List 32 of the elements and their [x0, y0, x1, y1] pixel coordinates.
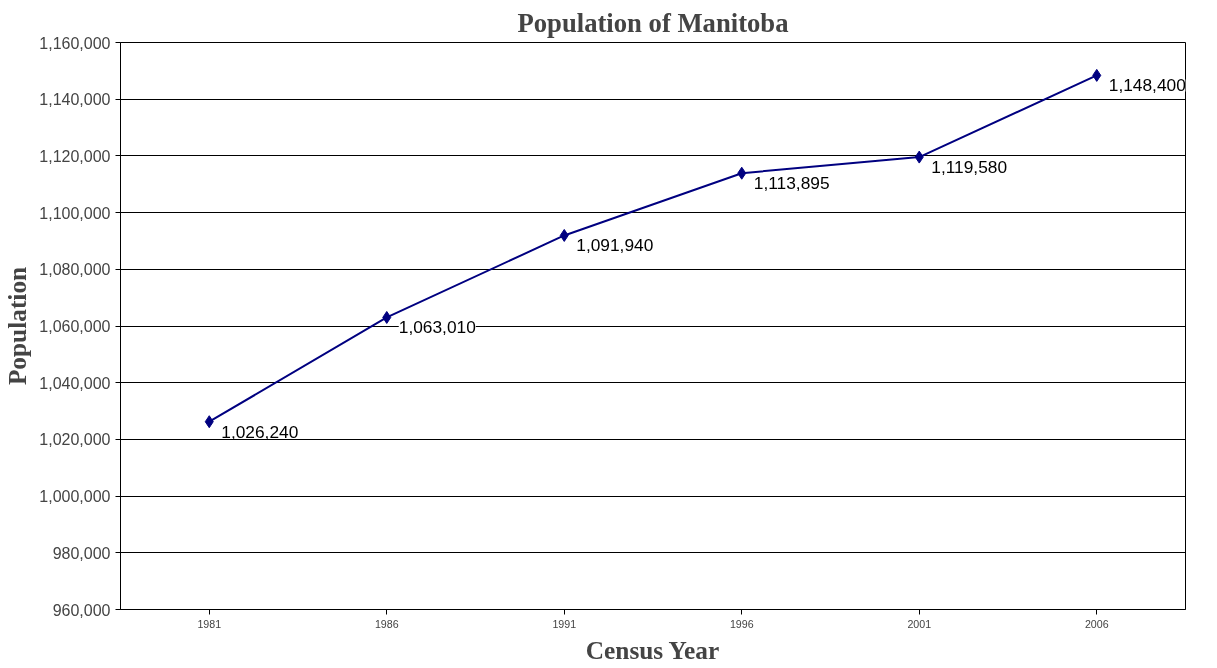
y-tick-label: 1,160,000	[39, 34, 111, 52]
x-tick-label: 1981	[197, 617, 222, 630]
y-tick-label: 1,000,000	[39, 488, 111, 506]
point	[737, 166, 747, 180]
y-tick-label: 1,120,000	[39, 147, 111, 165]
x-tick-label: 1996	[729, 617, 754, 630]
data-label: 1,113,895	[753, 173, 830, 194]
data-label: 1,091,940	[576, 235, 654, 256]
x-tick-label: 1986	[374, 617, 399, 630]
x-tick-label: 2001	[907, 617, 932, 630]
x-axis-title: Census Year	[585, 635, 720, 664]
y-axis-title: Population	[3, 266, 32, 386]
data-label: 1,026,240	[221, 421, 299, 442]
y-tick-label: 1,040,000	[39, 374, 111, 392]
data-label: 1,148,400	[1108, 75, 1186, 96]
y-tick-label: 1,140,000	[39, 91, 111, 109]
point	[382, 310, 392, 324]
y-tick-label: 1,020,000	[39, 431, 111, 449]
data-label: 1,119,580	[931, 157, 1008, 178]
y-tick-label: 960,000	[52, 601, 111, 619]
point	[559, 228, 569, 242]
y-tick-label: 1,080,000	[39, 261, 111, 279]
y-tick-label: 980,000	[52, 544, 111, 562]
x-tick-label: 2006	[1084, 617, 1109, 630]
point	[914, 150, 924, 164]
y-tick-label: 1,060,000	[39, 318, 111, 335]
point	[204, 415, 214, 429]
x-tick-label: 1991	[552, 617, 577, 630]
chart-title: Population of Manitoba	[517, 7, 789, 38]
y-tick-label: 1,100,000	[39, 204, 111, 222]
data-label: 1,063,010	[398, 317, 476, 338]
point	[1092, 68, 1102, 82]
